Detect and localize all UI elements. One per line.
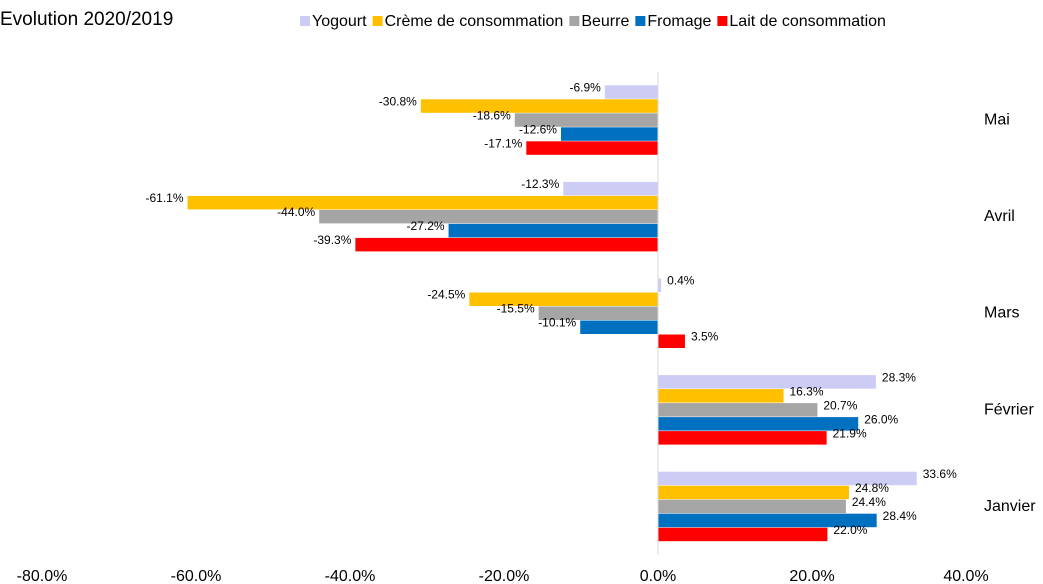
legend-marker [635,16,646,26]
category-label: Janvier [984,498,1036,515]
bar [658,471,917,486]
data-label: 16.3% [790,384,824,398]
bar [420,99,658,113]
bar [187,195,658,210]
bar [355,237,658,252]
data-label: 20.7% [823,398,857,412]
x-tick-label: -80.0% [17,568,68,584]
bar [658,389,784,403]
data-label: -12.6% [519,122,557,136]
bar [658,431,827,445]
data-label: -18.6% [473,108,511,122]
legend-marker [372,16,383,26]
category-label: Avril [984,208,1015,225]
chart-title: Evolution 2020/2019 [0,9,173,30]
bar [658,527,828,542]
bar [469,292,658,306]
data-label: -15.5% [497,302,535,316]
bar [604,85,658,99]
legend-label: Fromage [647,13,711,30]
data-label: -39.3% [313,233,351,247]
bar [658,278,662,292]
category-label: Mai [984,112,1010,129]
x-tick-label: -40.0% [325,568,376,584]
data-label: -30.8% [379,94,417,108]
bar [658,334,685,348]
data-label: 24.4% [852,495,886,509]
legend-label: Crème de consommation [385,13,564,30]
legend-label: Yogourt [312,13,367,30]
bar [658,499,846,514]
legend-marker [300,16,310,26]
data-label: -12.3% [521,177,559,191]
bar [526,141,658,155]
bar [319,209,658,224]
data-label: 33.6% [923,467,957,481]
data-label: 28.3% [882,370,916,384]
bar [580,320,658,334]
category-label: Février [984,401,1034,418]
bar [560,127,658,141]
bar [658,403,818,417]
legend-marker [717,16,728,26]
data-label: -24.5% [427,288,465,302]
legend-label: Beurre [581,13,629,30]
bar [514,113,658,127]
bar [658,513,877,528]
x-tick-label: -60.0% [171,568,222,584]
data-label: 21.9% [833,426,867,440]
data-label: 28.4% [883,509,917,523]
data-label: 22.0% [833,523,867,537]
x-tick-label: 0.0% [640,568,676,584]
x-tick-label: 20.0% [789,568,834,584]
data-label: 24.8% [855,481,889,495]
data-label: 0.4% [667,274,695,288]
data-label: 3.5% [691,330,719,344]
data-label: -6.9% [570,80,602,94]
legend-marker [569,16,580,26]
data-label: -27.2% [407,219,445,233]
bar [448,223,658,238]
bar [658,485,849,500]
bar [538,306,658,320]
data-label: 26.0% [864,412,898,426]
data-label: -10.1% [538,316,576,330]
bar [563,181,658,196]
data-label: -17.1% [484,136,522,150]
legend-label: Lait de consommation [729,13,886,30]
x-tick-label: -20.0% [479,568,530,584]
data-label: -44.0% [277,205,315,219]
data-label: -61.1% [145,191,183,205]
x-tick-label: 40.0% [943,568,988,584]
category-label: Mars [984,305,1020,322]
bar [658,417,859,431]
bar [658,375,876,389]
